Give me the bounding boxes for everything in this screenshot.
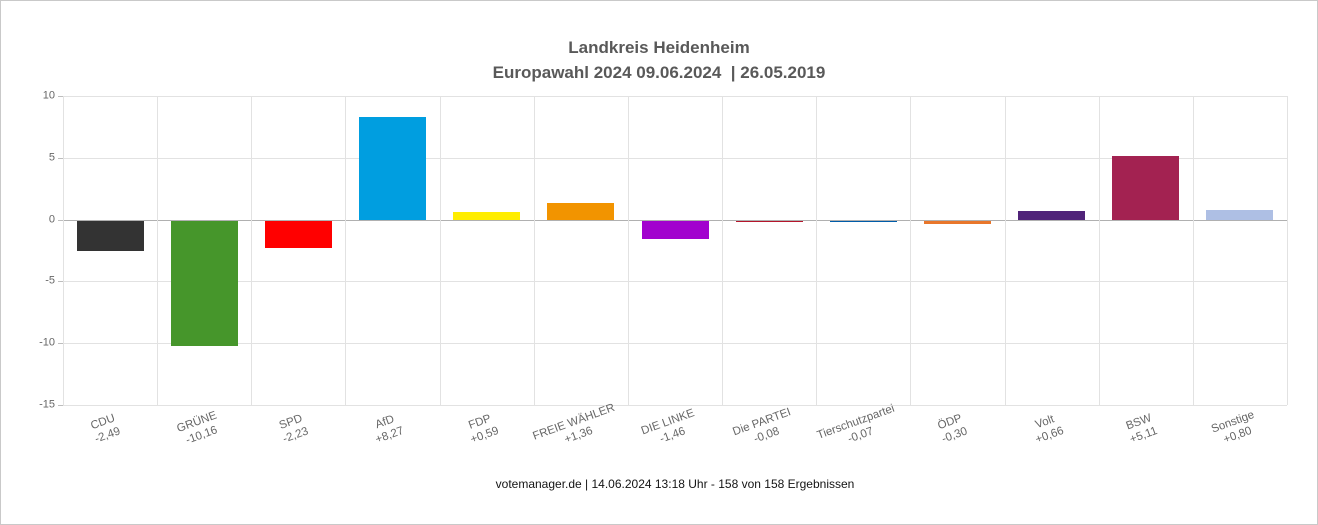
bar-gr-ne bbox=[170, 220, 238, 347]
x-axis-label-tierschutzpartei: Tierschutzpartei -0,07 bbox=[810, 400, 918, 485]
y-axis-tick bbox=[58, 96, 63, 97]
bar-die-partei bbox=[735, 220, 803, 222]
gridline-vertical bbox=[1192, 96, 1194, 405]
gridline-vertical bbox=[251, 96, 253, 405]
bar-tierschutzpartei bbox=[829, 220, 897, 222]
gridline-vertical bbox=[816, 96, 818, 405]
gridline-vertical bbox=[157, 96, 159, 405]
gridline-horizontal bbox=[63, 157, 1287, 159]
gridline-vertical bbox=[1287, 96, 1288, 405]
bar-fdp bbox=[453, 212, 521, 220]
bar-spd bbox=[264, 220, 332, 249]
gridline-horizontal bbox=[63, 343, 1287, 345]
gridline-vertical bbox=[345, 96, 347, 405]
x-axis-label-die-linke: DIE LINKE -1,46 bbox=[621, 400, 729, 485]
chart-title-line2: Europawahl 2024 09.06.2024 | 26.05.2019 bbox=[492, 63, 826, 82]
gridline-vertical bbox=[910, 96, 912, 405]
y-axis-tick-label: -5 bbox=[45, 274, 55, 287]
gridline-vertical bbox=[1098, 96, 1100, 405]
y-axis-line bbox=[63, 96, 64, 405]
footer-text: votemanager.de | 14.06.2024 13:18 Uhr - … bbox=[495, 477, 855, 491]
gridline-vertical bbox=[722, 96, 724, 405]
x-axis-label-freie-w-hler: FREIE WÄHLER +1,36 bbox=[527, 400, 635, 485]
x-axis-label-afd: AfD +8,27 bbox=[339, 400, 447, 485]
y-axis-tick bbox=[58, 157, 63, 159]
x-axis-label-volt: Volt +0,66 bbox=[998, 400, 1106, 485]
x-axis-label-sonstige: Sonstige +0,80 bbox=[1186, 400, 1294, 485]
x-axis-label-spd: SPD -2,23 bbox=[245, 400, 353, 485]
bar-cdu bbox=[76, 220, 144, 252]
bar--dp bbox=[923, 220, 991, 225]
y-axis-tick bbox=[58, 281, 63, 283]
y-axis-tick bbox=[58, 219, 63, 221]
gridline-horizontal bbox=[63, 405, 1287, 406]
y-axis-tick bbox=[58, 343, 63, 345]
x-axis-labels: CDU -2,49 GRÜNE -10,16 SPD -2,23 AfD +8,27 FDP +0… bbox=[63, 402, 1287, 470]
zero-gridline bbox=[63, 219, 1287, 221]
gridline-vertical bbox=[533, 96, 535, 405]
gridline-vertical bbox=[627, 96, 629, 405]
bar-volt bbox=[1018, 211, 1086, 220]
x-axis-label-gr-ne: GRÜNE -10,16 bbox=[150, 400, 258, 485]
bar-afd bbox=[359, 117, 427, 220]
bar-freie-w-hler bbox=[547, 202, 615, 220]
bar-sonstige bbox=[1206, 209, 1274, 220]
gridline-horizontal bbox=[63, 281, 1287, 283]
y-axis-tick bbox=[58, 405, 63, 406]
chart-title: Landkreis Heidenheim Europawahl 2024 09.… bbox=[1, 35, 1317, 85]
x-axis-label-fdp: FDP +0,59 bbox=[433, 400, 541, 485]
bar-die-linke bbox=[641, 220, 709, 239]
x-axis-label-die-partei: Die PARTEI -0,08 bbox=[715, 400, 823, 485]
x-axis-label-cdu: CDU -2,49 bbox=[56, 400, 164, 485]
y-axis-tick-label: -15 bbox=[39, 398, 55, 411]
x-axis-label--dp: ÖDP -0,30 bbox=[904, 400, 1012, 485]
gridline-vertical bbox=[1004, 96, 1006, 405]
y-axis-tick-label: -10 bbox=[39, 336, 55, 349]
gridline-horizontal bbox=[63, 96, 1287, 97]
bar-bsw bbox=[1112, 156, 1180, 220]
chart-title-line1: Landkreis Heidenheim bbox=[568, 38, 750, 57]
plot-area: 10 5 0 -5 -10 -15 bbox=[39, 90, 1288, 410]
y-axis-tick-label: 5 bbox=[48, 151, 55, 164]
y-axis-tick-label: 10 bbox=[42, 89, 55, 102]
x-axis-label-bsw: BSW +5,11 bbox=[1092, 400, 1200, 485]
y-axis-tick-label: 0 bbox=[48, 213, 55, 226]
gridline-vertical bbox=[439, 96, 441, 405]
